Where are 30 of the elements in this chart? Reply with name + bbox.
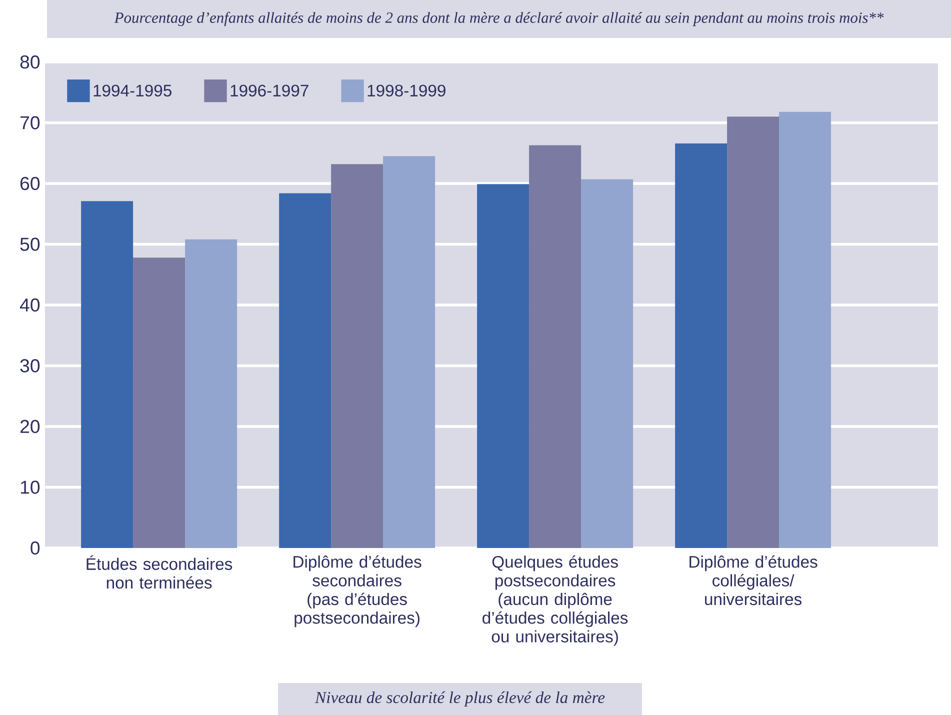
bar (727, 116, 780, 548)
y-tick-label: 0 (30, 541, 40, 555)
x-tick-label: Diplôme d’études secondaires (pas d’études postsecondaires) (294, 555, 422, 628)
bar (477, 184, 530, 548)
y-tick-label: 80 (20, 55, 40, 69)
y-tick-label: 70 (20, 116, 40, 130)
y-tick-label: 60 (20, 176, 40, 190)
y-tick-label: 50 (20, 238, 40, 251)
y-tick-label: 10 (20, 480, 40, 494)
legend-label: 1996-1997 (230, 84, 308, 97)
bar (279, 193, 332, 548)
bar (81, 201, 134, 548)
bar (529, 145, 582, 548)
bar (133, 258, 186, 548)
y-tick-label: 40 (20, 298, 40, 312)
bar (331, 164, 384, 548)
legend-label: 1998-1999 (368, 84, 446, 97)
legend-label: 1994-1995 (94, 84, 172, 97)
chart-title: Pourcentage d’enfants allaités de moins de 2 ans dont la mère a déclaré avoir allaité au sein pendant au moins trois mois** (114, 12, 884, 26)
bar (779, 112, 832, 548)
x-tick-label: Quelques études postsecondaires (aucun diplôme d’études collégiales ou universitaires) (482, 555, 628, 646)
x-axis-title: Niveau de scolarité le plus élevé de la mère (314, 691, 605, 707)
x-tick-label: Diplôme d’études collégiales/ universitaires (690, 555, 818, 606)
bar (185, 239, 238, 548)
x-tick-label: Études secondaires non terminées (86, 555, 232, 589)
y-tick-label: 20 (20, 420, 40, 434)
bar (383, 156, 436, 548)
bar (581, 179, 634, 548)
bar (675, 143, 728, 548)
y-tick-label: 30 (20, 359, 40, 372)
